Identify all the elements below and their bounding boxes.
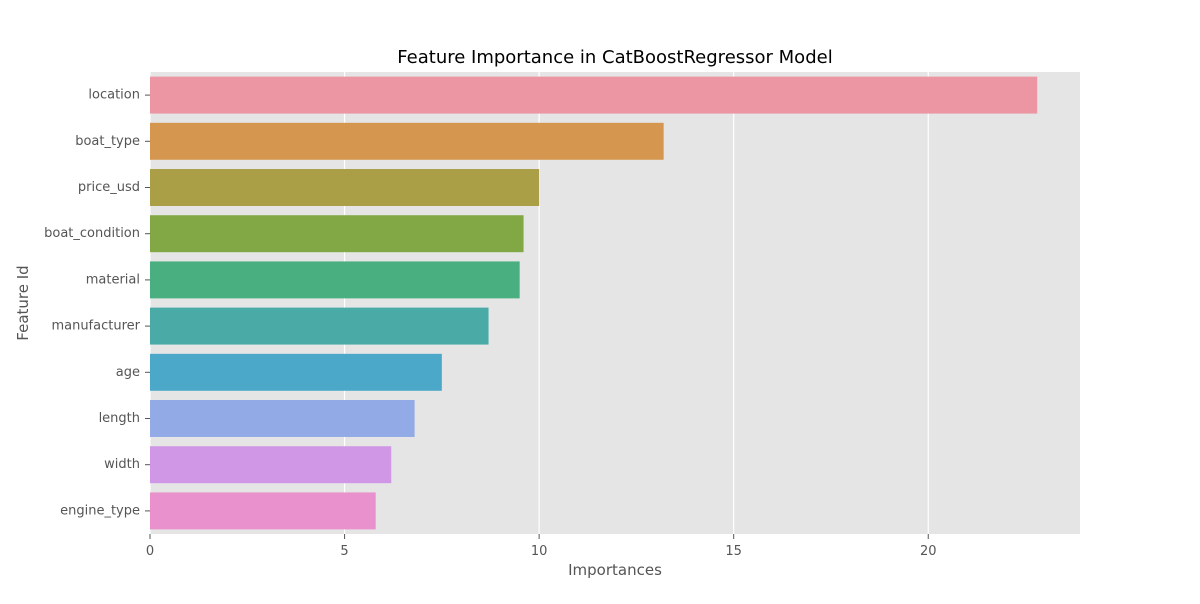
x-axis-ticks: 0 5 10 15 20 bbox=[146, 534, 937, 559]
x-tick-label: 0 bbox=[146, 544, 154, 559]
x-tick-label: 15 bbox=[725, 544, 742, 559]
y-tick-label: price_usd bbox=[78, 180, 140, 195]
y-tick-label: boat_condition bbox=[44, 226, 140, 241]
y-tick-label: location bbox=[88, 88, 140, 103]
x-tick-label: 10 bbox=[531, 544, 548, 559]
y-tick-label: engine_type bbox=[60, 503, 140, 518]
bar-width bbox=[150, 446, 392, 484]
x-tick-label: 5 bbox=[340, 544, 348, 559]
bar-price-usd bbox=[150, 169, 540, 206]
bar-length bbox=[150, 400, 415, 437]
y-tick-label: age bbox=[116, 365, 140, 380]
bars bbox=[150, 76, 1038, 530]
bar-boat-condition bbox=[150, 215, 524, 253]
bar-age bbox=[150, 353, 442, 391]
x-tick-label: 20 bbox=[920, 544, 937, 559]
y-tick-label: length bbox=[99, 411, 140, 426]
y-tick-label: boat_type bbox=[75, 134, 140, 149]
bar-boat-type bbox=[150, 122, 664, 160]
chart-title: Feature Importance in CatBoostRegressor … bbox=[397, 47, 832, 68]
bar-location bbox=[150, 76, 1038, 114]
x-axis-label: Importances bbox=[568, 561, 662, 579]
y-tick-label: width bbox=[104, 457, 140, 472]
bar-engine-type bbox=[150, 492, 376, 530]
y-axis-ticks: location boat_type price_usd boat_condition… bbox=[44, 88, 150, 518]
y-tick-label: material bbox=[86, 272, 140, 287]
bar-material bbox=[150, 261, 520, 299]
bar-manufacturer bbox=[150, 307, 489, 345]
y-axis-label: Feature Id bbox=[14, 265, 32, 340]
y-tick-label: manufacturer bbox=[51, 319, 140, 334]
